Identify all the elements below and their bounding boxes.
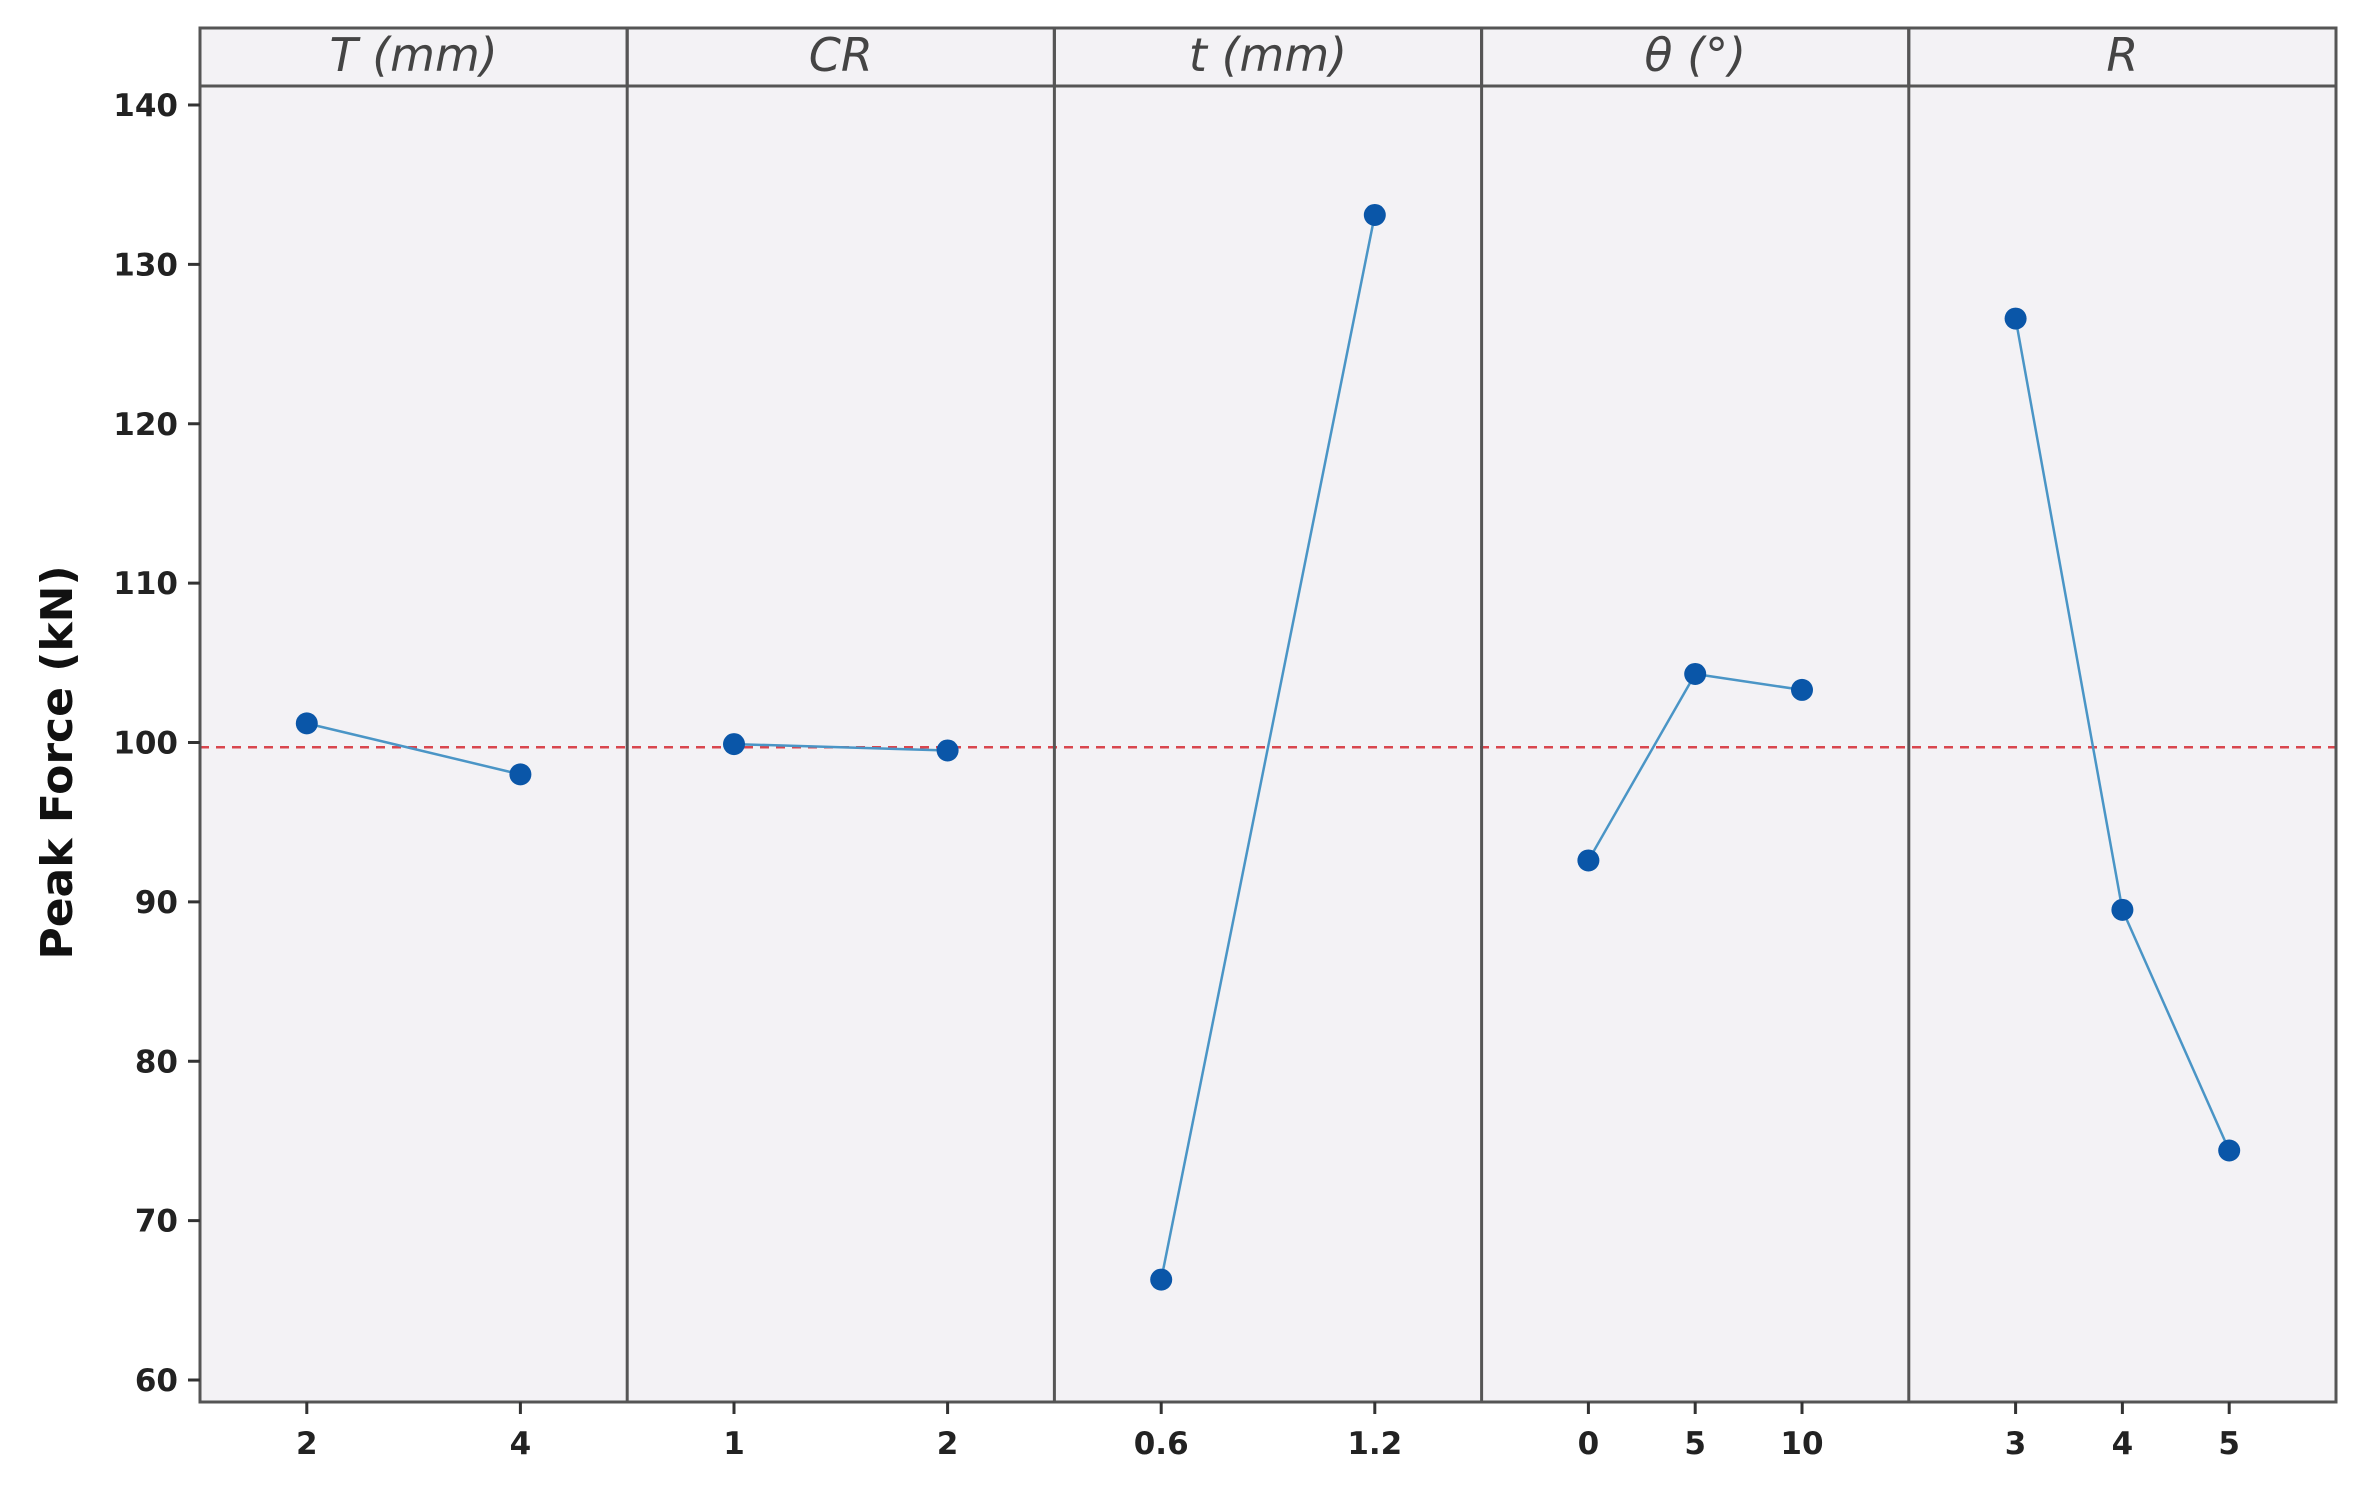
y-tick-label: 60 — [135, 1363, 178, 1399]
panel-header-label: T (mm) — [329, 28, 497, 82]
y-tick-label: 120 — [113, 407, 178, 443]
x-tick-label: 1 — [723, 1426, 745, 1462]
panel-backgrounds — [200, 86, 2336, 1402]
x-tick-label: 3 — [2005, 1426, 2027, 1462]
series-layer — [295, 203, 2241, 1291]
y-tick-label: 130 — [113, 247, 178, 283]
y-tick-label: 90 — [135, 885, 178, 921]
x-axis: 2 4 1 2 0.6 1.2 0 5 10 3 4 5 — [296, 1402, 2240, 1462]
data-point — [1791, 678, 1813, 701]
data-point — [1363, 203, 1386, 226]
x-tick-label: 1.2 — [1347, 1426, 1402, 1462]
series-line — [733, 742, 948, 752]
x-tick-label: 2 — [296, 1426, 318, 1462]
x-tick-label: 5 — [2218, 1426, 2240, 1462]
x-tick-label: 0 — [1578, 1426, 1600, 1462]
panel-background — [627, 86, 1055, 1402]
data-point — [1684, 662, 1707, 685]
panel-header-label: θ (°) — [1644, 28, 1746, 82]
y-tick-label: 80 — [135, 1044, 178, 1080]
panel-background — [1481, 86, 1909, 1402]
data-point — [723, 733, 745, 756]
panel-background — [200, 86, 628, 1402]
y-axis-label: Peak Force (kN) — [32, 565, 83, 959]
data-point — [295, 712, 318, 735]
panel-header-label: CR — [809, 28, 873, 82]
y-axis: 60 70 80 90 100 110 120 130 140 — [113, 88, 200, 1399]
x-tick-label: 4 — [510, 1426, 532, 1462]
panel-header-label: R — [2106, 28, 2138, 82]
data-point — [509, 763, 532, 786]
x-tick-label: 4 — [2112, 1426, 2134, 1462]
series-line — [306, 722, 521, 776]
data-point — [1577, 849, 1600, 872]
panel-background — [1908, 86, 2336, 1402]
data-point — [2111, 898, 2134, 921]
x-tick-label: 2 — [937, 1426, 959, 1462]
data-point — [936, 739, 959, 762]
data-point — [2004, 307, 2027, 330]
x-tick-label: 0.6 — [1134, 1426, 1189, 1462]
x-tick-label: 5 — [1684, 1426, 1706, 1462]
y-tick-label: 110 — [113, 566, 178, 602]
data-point — [1150, 1268, 1173, 1291]
panel-header — [1480, 26, 1911, 88]
x-tick-label: 10 — [1780, 1426, 1823, 1462]
panel-header — [1907, 26, 2338, 88]
y-tick-label: 70 — [135, 1204, 178, 1240]
series-line — [1159, 214, 1377, 1280]
panel-header-label: t (mm) — [1189, 28, 1347, 82]
y-tick-label: 140 — [113, 88, 178, 124]
y-tick-label: 100 — [113, 726, 178, 762]
data-point — [2218, 1139, 2241, 1162]
plot-frame: T (mm) CR t (mm) θ (°) R — [198, 26, 2338, 1404]
